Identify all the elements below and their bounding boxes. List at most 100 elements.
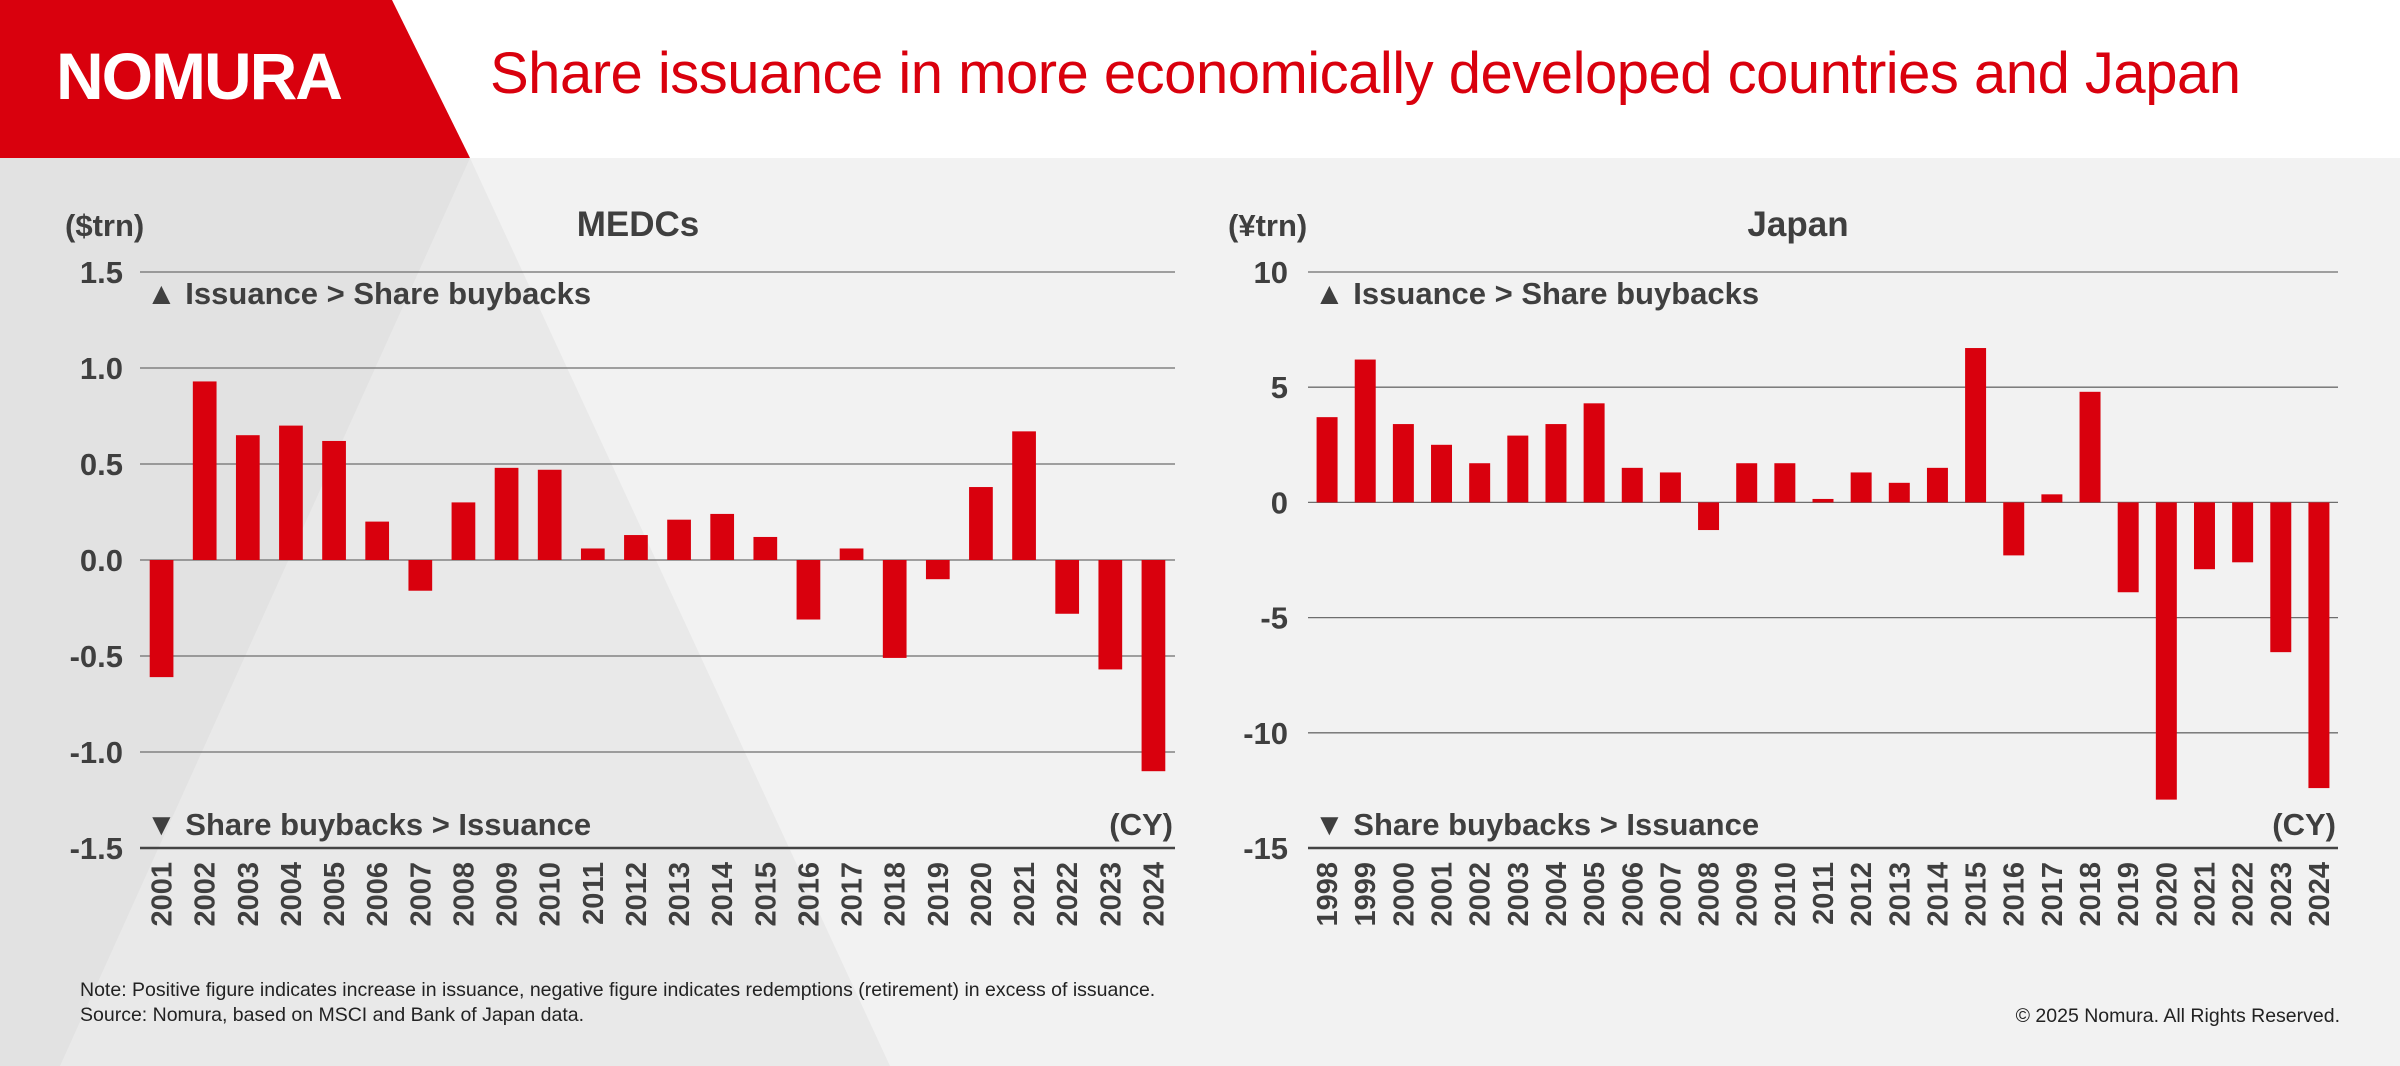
x-tick-label: 2010 [1770,862,1802,927]
bar [1621,467,1643,503]
x-tick-label: 2002 [1465,862,1497,927]
bar [1583,403,1605,503]
x-tick-label: 2007 [1655,862,1687,927]
bar [149,560,174,678]
x-tick-label: 2008 [1694,862,1726,927]
bar [882,560,907,658]
bar [322,440,346,560]
x-tick-label: 2017 [837,862,869,927]
bar [1012,431,1036,560]
x-tick-label: 2003 [233,862,265,927]
x-tick-label: 2005 [1579,862,1611,927]
bar [1850,472,1872,503]
bar [1659,472,1681,503]
footnote-note: Note: Positive figure indicates increase… [80,979,1156,1001]
annotation-buybacks-gt-issuance: ▼ Share buybacks > Issuance [1314,807,1759,842]
y-tick-label: 5 [1271,370,1288,405]
x-tick-label: 2012 [1846,862,1878,927]
y-tick-label: -5 [1260,601,1288,636]
y-tick-label: 1.0 [80,351,123,386]
annotation-buybacks-gt-issuance: ▼ Share buybacks > Issuance [146,807,591,842]
x-tick-label: 2013 [664,862,696,927]
bar [1926,467,1948,503]
y-tick-label: -1.5 [70,831,123,866]
x-tick-label: 1999 [1350,862,1382,927]
bar [1354,359,1376,503]
page-title: Share issuance in more economically deve… [490,41,2241,106]
bar [1392,424,1414,503]
x-tick-label: 2022 [2228,862,2260,927]
bar [1965,348,1987,503]
bar [365,521,390,560]
footnote-source: Source: Nomura, based on MSCI and Bank o… [80,1004,585,1026]
x-tick-label: 2009 [1732,862,1764,927]
x-tick-label: 2012 [621,862,653,927]
bar [2270,502,2292,653]
x-tick-label: 2019 [923,862,955,927]
bar [2308,502,2330,789]
x-tick-label: 2005 [319,862,351,927]
bar [2232,502,2254,563]
chart-title: Japan [1747,205,1848,244]
bar [408,560,433,591]
footnote: Note: Positive figure indicates increase… [80,978,1155,1028]
bar [2079,391,2101,503]
y-tick-label: -1.0 [70,735,123,770]
chart-title: MEDCs [577,205,700,244]
y-tick-label: 0 [1271,485,1288,520]
x-unit-label: (CY) [1109,807,1173,842]
x-tick-label: 2013 [1884,862,1916,927]
x-tick-label: 2020 [2151,862,2183,927]
x-tick-label: 2011 [578,862,610,925]
bar [753,536,778,560]
x-tick-label: 2009 [492,862,524,927]
annotation-issuance-gt-buybacks: ▲ Issuance > Share buybacks [1314,276,1759,311]
x-tick-label: 2006 [1617,862,1649,927]
bar [839,548,864,560]
background-triangle-decoration [0,158,890,1066]
x-tick-label: 2021 [2189,862,2221,927]
bar [1545,424,1567,503]
bar [1469,463,1491,503]
x-tick-label: 2021 [1009,862,1041,927]
x-tick-label: 2018 [2075,862,2107,927]
y-unit-label: (¥trn) [1228,208,1307,243]
bar [2117,502,2139,593]
bar [710,513,735,560]
y-unit-label: ($trn) [65,208,144,243]
copyright: © 2025 Nomura. All Rights Reserved. [2015,1005,2340,1027]
x-tick-label: 2001 [147,862,179,927]
chart-panel: ($trn) MEDCs 1.5 1.0 0.5 0.0 -0.5 -1.0 -1.5 2001 2… [0,158,2400,1066]
x-tick-label: 2017 [2037,862,2069,927]
bar [2003,502,2025,556]
x-tick-label: 2016 [1999,862,2031,927]
x-tick-label: 2016 [793,862,825,927]
y-tick-label: -15 [1243,831,1288,866]
bar [1698,502,1720,531]
x-tick-label: 2010 [535,862,567,927]
x-tick-label: 2022 [1052,862,1084,927]
medcs-bar-chart: ($trn) MEDCs 1.5 1.0 0.5 0.0 -0.5 -1.0 -1.5 2001 2… [65,205,1175,927]
bar [1888,482,1910,503]
annotation-issuance-gt-buybacks: ▲ Issuance > Share buybacks [146,276,591,311]
bar [624,535,648,560]
y-tick-label: 0.0 [80,543,123,578]
bar [925,560,950,580]
bar [2155,502,2177,800]
y-tick-label: 1.5 [80,255,123,290]
bar [969,487,993,560]
bar [1812,498,1834,503]
bar [1774,463,1796,503]
x-tick-label: 2001 [1427,862,1459,927]
x-tick-label: 2004 [276,862,308,927]
logo-band [0,0,470,158]
x-tick-label: 2011 [1808,862,1840,925]
x-tick-label: 2003 [1503,862,1535,927]
bar [2193,502,2215,570]
x-tick-label: 2020 [966,862,998,927]
bar [192,381,217,560]
bar [1055,560,1080,614]
bar [796,560,821,620]
